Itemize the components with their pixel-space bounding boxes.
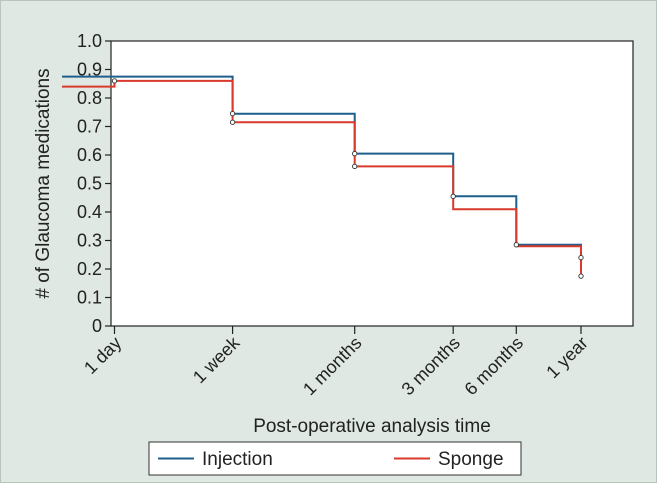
x-tick-label: 1 months (299, 333, 366, 400)
x-tick-label: 1 year (542, 333, 592, 383)
censor-marker (352, 150, 358, 157)
y-tick-label: 0.7 (77, 117, 102, 137)
y-tick-label: 0.8 (77, 88, 102, 108)
x-tick-label: 1 week (189, 332, 244, 387)
x-axis-title: Post-operative analysis time (253, 416, 491, 437)
y-tick-label: 0.1 (77, 288, 102, 308)
censor-marker (578, 254, 584, 261)
y-tick-label: 1.0 (77, 31, 102, 51)
y-axis-title: # of Glaucoma medications (33, 68, 54, 298)
x-tick-label: 6 months (461, 333, 528, 400)
censor-marker (111, 78, 118, 84)
censor-marker (513, 242, 519, 248)
censor-marker (450, 193, 456, 199)
plot-area (110, 40, 634, 327)
legend-label-injection: Injection (202, 449, 273, 470)
y-tick-label: 0.5 (77, 174, 102, 194)
x-tick-label: 3 months (398, 333, 465, 400)
y-tick-label: 0.3 (77, 231, 102, 251)
censor-marker (352, 163, 358, 170)
x-tick-label: 1 day (80, 333, 125, 378)
censor-marker (229, 111, 236, 117)
censor-marker (229, 119, 236, 125)
legend-box (148, 441, 522, 476)
y-tick-label: 0.2 (77, 259, 102, 279)
censor-marker (578, 273, 584, 279)
legend-label-sponge: Sponge (438, 449, 504, 470)
y-tick-label: 0.9 (77, 60, 102, 80)
y-tick-label: 0.4 (77, 202, 102, 222)
y-tick-label: 0.6 (77, 145, 102, 165)
y-tick-label: 0 (92, 316, 102, 336)
